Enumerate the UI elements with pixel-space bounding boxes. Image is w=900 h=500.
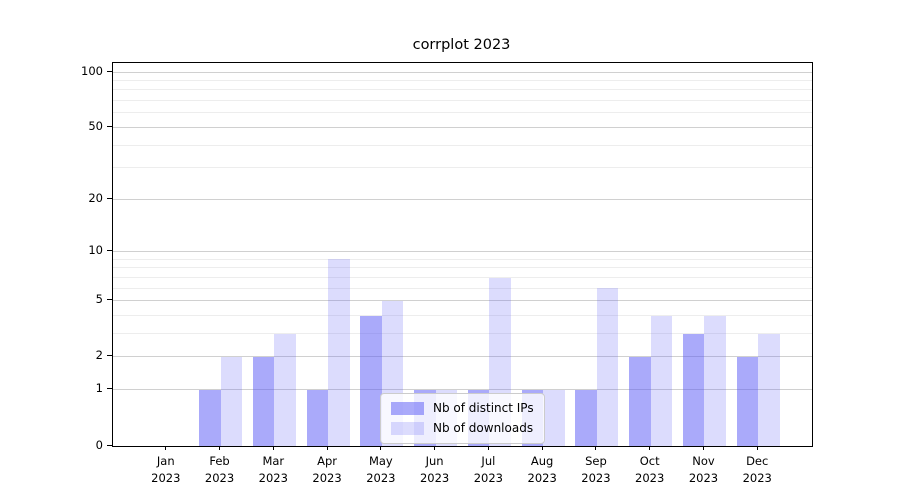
y-tick-label: 100 (81, 63, 103, 78)
minor-gridline (113, 80, 812, 82)
major-gridline (113, 356, 812, 358)
x-tick-mark (541, 446, 543, 450)
x-tick-mark (165, 446, 167, 450)
y-tick-mark (107, 388, 112, 390)
x-tick-label: May 2023 (366, 454, 396, 485)
x-tick-mark (380, 446, 382, 450)
y-tick-label: 10 (88, 243, 103, 258)
y-tick-mark (107, 299, 112, 301)
x-tick-mark (219, 446, 221, 450)
bar-nb-of-downloads (220, 356, 243, 446)
x-tick-label: Jun 2023 (419, 454, 450, 485)
y-tick-label: 50 (88, 118, 103, 133)
legend-entry-distinct-ips: Nb of distinct IPs (391, 401, 534, 415)
x-tick-mark (595, 446, 597, 450)
bar-nb-of-distinct-ips (306, 389, 329, 446)
x-tick-label: Sep 2023 (581, 454, 611, 485)
minor-gridline (113, 112, 812, 114)
x-tick-label: Apr 2023 (312, 454, 342, 485)
y-tick-mark (107, 70, 112, 72)
y-tick-label: 1 (95, 381, 103, 396)
minor-gridline (113, 167, 812, 169)
bar-nb-of-distinct-ips (736, 356, 759, 446)
minor-gridline (113, 267, 812, 269)
major-gridline (113, 71, 812, 73)
x-tick-label: Mar 2023 (258, 454, 288, 485)
major-gridline (113, 389, 812, 391)
y-tick-mark (107, 444, 112, 446)
legend-label: Nb of distinct IPs (433, 401, 534, 415)
minor-gridline (113, 100, 812, 102)
major-gridline (113, 251, 812, 253)
x-tick-label: Aug 2023 (527, 454, 557, 485)
y-tick-label: 20 (88, 190, 103, 205)
x-tick-mark (756, 446, 758, 450)
x-tick-label: Nov 2023 (688, 454, 719, 485)
bar-nb-of-downloads (543, 389, 565, 446)
minor-gridline (113, 277, 812, 279)
x-tick-label: Dec 2023 (742, 454, 772, 485)
x-tick-mark (487, 446, 489, 450)
bar-nb-of-downloads (274, 333, 296, 446)
bar-nb-of-downloads (596, 288, 619, 446)
x-tick-label: Jan 2023 (151, 454, 181, 485)
bar-nb-of-distinct-ips (360, 315, 382, 446)
legend: Nb of distinct IPs Nb of downloads (380, 393, 545, 444)
bar-nb-of-distinct-ips (575, 389, 597, 446)
x-tick-mark (326, 446, 328, 450)
x-tick-label: Oct 2023 (635, 454, 665, 485)
bar-nb-of-distinct-ips (199, 389, 221, 446)
x-tick-mark (272, 446, 274, 450)
y-tick-label: 0 (95, 437, 103, 452)
bar-nb-of-downloads (328, 259, 350, 446)
chart-title: corrplot 2023 (412, 37, 511, 53)
x-tick-label: Feb 2023 (204, 454, 235, 485)
y-tick-mark (107, 355, 112, 357)
bar-nb-of-downloads (704, 315, 726, 446)
major-gridline (113, 198, 812, 200)
plot-area: Nb of distinct IPs Nb of downloads (112, 62, 813, 447)
legend-label: Nb of downloads (433, 421, 534, 435)
bar-nb-of-distinct-ips (682, 333, 705, 446)
minor-gridline (113, 89, 812, 91)
bar-nb-of-downloads (650, 315, 673, 446)
major-gridline (113, 126, 812, 128)
major-gridline (113, 300, 812, 302)
y-tick-mark (107, 125, 112, 127)
bar-nb-of-distinct-ips (252, 356, 275, 446)
legend-swatch-distinct-ips (391, 401, 424, 415)
minor-gridline (113, 333, 812, 335)
minor-gridline (113, 287, 812, 289)
minor-gridline (113, 258, 812, 260)
y-tick-label: 2 (95, 348, 103, 363)
minor-gridline (113, 144, 812, 146)
bar-nb-of-downloads (758, 333, 780, 446)
minor-gridline (113, 315, 812, 317)
y-tick-label: 5 (95, 292, 103, 307)
legend-swatch-downloads (391, 421, 424, 435)
x-tick-mark (649, 446, 651, 450)
x-tick-label: Jul 2023 (473, 454, 504, 485)
y-tick-mark (107, 197, 112, 199)
y-tick-mark (107, 250, 112, 252)
bar-nb-of-distinct-ips (629, 356, 651, 446)
legend-entry-downloads: Nb of downloads (391, 421, 534, 435)
x-tick-mark (702, 446, 704, 450)
x-tick-mark (434, 446, 436, 450)
